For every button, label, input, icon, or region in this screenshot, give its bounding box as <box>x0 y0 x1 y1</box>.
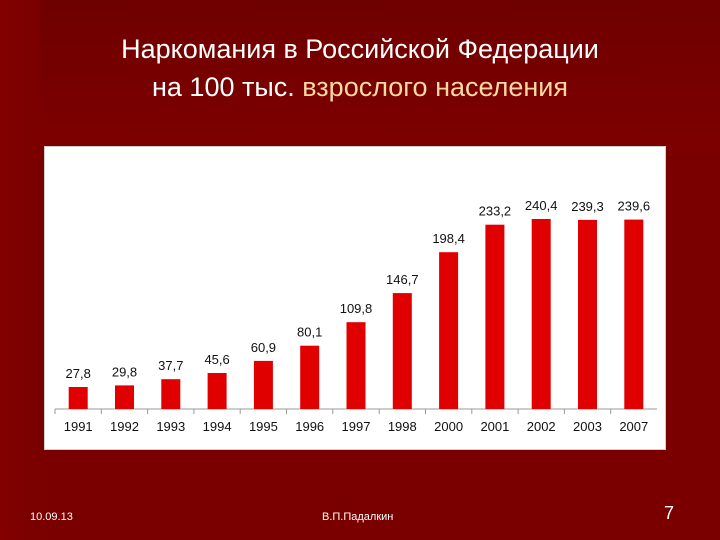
x-tick-label-2001: 2001 <box>480 419 509 434</box>
footer-date: 10.09.13 <box>30 511 73 523</box>
data-label-2001: 233,2 <box>479 204 512 219</box>
x-tick-label-2007: 2007 <box>619 419 648 434</box>
bar-2007 <box>624 219 644 409</box>
bar-1997 <box>346 322 366 409</box>
bar-1996 <box>300 345 320 409</box>
bar-2003 <box>578 219 597 409</box>
title-line-2-accent: взрослого населения <box>302 72 568 102</box>
slide-header-background <box>0 0 720 150</box>
x-tick-label-1992: 1992 <box>110 419 139 434</box>
bar-2001 <box>485 224 505 409</box>
x-tick-label-1995: 1995 <box>249 419 278 434</box>
data-label-1998: 146,7 <box>386 272 419 287</box>
data-label-1996: 80,1 <box>297 325 322 340</box>
x-tick-label-2003: 2003 <box>573 419 602 434</box>
bar-2000 <box>439 252 459 409</box>
data-label-1995: 60,9 <box>251 340 276 355</box>
x-tick-label-1994: 1994 <box>203 419 232 434</box>
bar-2002 <box>531 219 551 409</box>
data-label-1993: 37,7 <box>158 358 183 373</box>
footer-author: В.П.Падалкин <box>322 511 394 523</box>
x-tick-label-2002: 2002 <box>527 419 556 434</box>
data-label-2002: 240,4 <box>525 198 558 213</box>
bar-1992 <box>115 385 134 409</box>
chart-panel: 27,8 1991 29,8 1992 37,7 1993 45,6 1994 60,9 1995… <box>44 146 666 450</box>
page-number: 7 <box>664 503 675 523</box>
bar-chart: 27,8 1991 29,8 1992 37,7 1993 45,6 1994 60,9 1995… <box>54 198 657 434</box>
slide-title: Наркомания в Российской Федерации на 100… <box>0 30 720 106</box>
bar-1994 <box>207 373 227 409</box>
bar-1995 <box>253 360 273 409</box>
x-tick-label-1996: 1996 <box>295 419 324 434</box>
data-label-1992: 29,8 <box>112 364 137 379</box>
data-label-2000: 198,4 <box>432 231 465 246</box>
x-tick-label-1993: 1993 <box>156 419 185 434</box>
slide-left-band <box>0 0 40 540</box>
data-label-2007: 239,6 <box>618 199 651 214</box>
data-label-1997: 109,8 <box>340 301 373 316</box>
bar-1993 <box>161 379 181 409</box>
data-label-1991: 27,8 <box>66 366 91 381</box>
data-label-1994: 45,6 <box>204 352 229 367</box>
x-tick-label-2000: 2000 <box>434 419 463 434</box>
bar-1998 <box>392 293 412 409</box>
x-tick-label-1991: 1991 <box>64 419 93 434</box>
x-tick-label-1998: 1998 <box>388 419 417 434</box>
bar-1991 <box>68 387 88 409</box>
x-tick-label-1997: 1997 <box>342 419 371 434</box>
title-line-2-part-1: на 100 тыс. <box>152 72 303 102</box>
title-line-1: Наркомания в Российской Федерации <box>121 34 599 64</box>
data-label-2003: 239,3 <box>571 199 604 214</box>
title-line-2: на 100 тыс. взрослого населения <box>0 68 720 106</box>
